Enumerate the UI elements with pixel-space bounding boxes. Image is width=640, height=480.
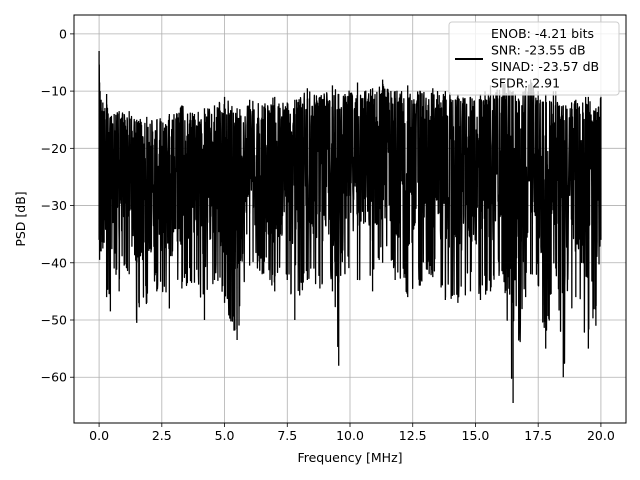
psd-series — [98, 51, 602, 403]
axis-ticks: 0.0 2.5 5.0 7.5 10.0 12.5 15.0 17.5 20.0 0 −10 −20 −… — [41, 26, 615, 443]
x-tick-label: 15.0 — [462, 428, 490, 443]
x-tick-label: 2.5 — [152, 428, 172, 443]
x-tick-label: 0.0 — [89, 428, 109, 443]
y-tick-label: 0 — [59, 26, 67, 41]
y-tick-label: −40 — [41, 255, 67, 270]
x-tick-label: 5.0 — [215, 428, 235, 443]
y-tick-label: −30 — [41, 198, 67, 213]
x-tick-label: 7.5 — [277, 428, 297, 443]
x-tick-label: 20.0 — [587, 428, 615, 443]
x-tick-label: 10.0 — [336, 428, 364, 443]
legend-box — [448, 21, 620, 96]
y-tick-label: −50 — [41, 312, 67, 327]
y-tick-label: −60 — [41, 370, 67, 385]
legend-enob: ENOB: -4.21 bits — [491, 26, 594, 41]
psd-line — [98, 51, 602, 403]
x-tick-label: 17.5 — [524, 428, 552, 443]
legend-sinad: SINAD: -23.57 dB — [491, 59, 599, 74]
y-axis-label: PSD [dB] — [13, 191, 28, 246]
legend-sfdr: SFDR: 2.91 — [491, 76, 560, 91]
y-tick-label: −10 — [41, 84, 67, 99]
x-tick-label: 12.5 — [399, 428, 427, 443]
legend: ENOB: -4.21 bits SNR: -23.55 dB SINAD: -… — [448, 21, 620, 96]
legend-snr: SNR: -23.55 dB — [491, 43, 586, 58]
y-tick-label: −20 — [41, 141, 67, 156]
x-axis-label: Frequency [MHz] — [297, 450, 402, 465]
